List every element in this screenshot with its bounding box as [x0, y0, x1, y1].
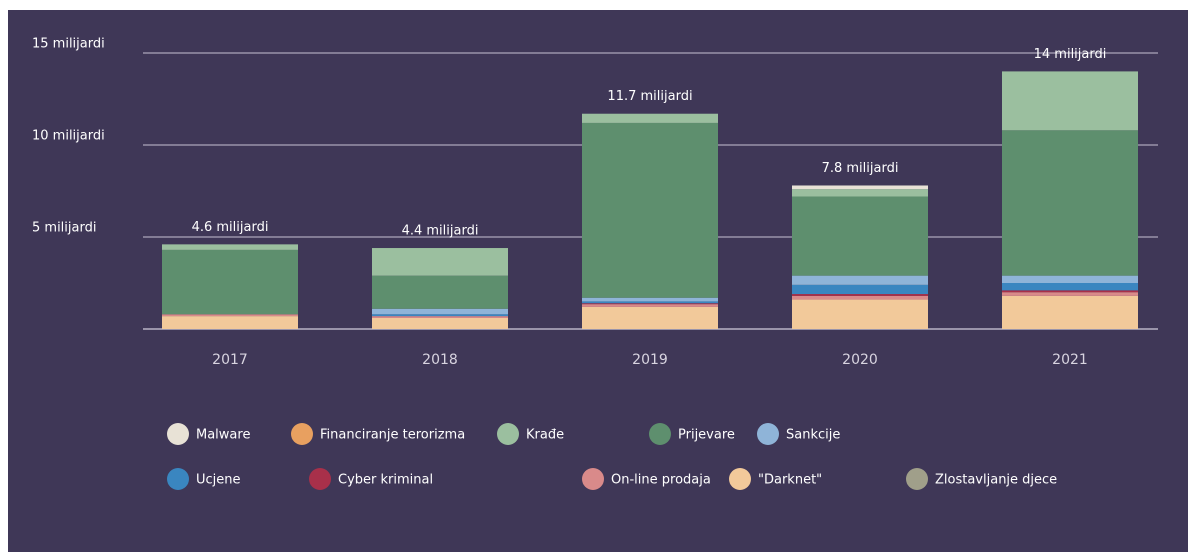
- legend-label: Zlostavljanje djece: [935, 473, 1057, 488]
- legend-label: Prijevare: [678, 428, 735, 443]
- bar-segment: [372, 317, 508, 329]
- bar-segment: [582, 122, 718, 298]
- legend-swatch: [729, 468, 751, 490]
- legend-swatch: [906, 468, 928, 490]
- x-tick-label: 2020: [842, 352, 878, 368]
- total-label: 11.7 milijardi: [607, 89, 692, 104]
- bar-segment: [1002, 292, 1138, 296]
- bar-segment: [372, 316, 508, 318]
- bar-segment: [792, 284, 928, 295]
- bar-segment: [792, 185, 928, 190]
- bar-segment: [582, 306, 718, 329]
- total-label: 7.8 milijardi: [822, 161, 899, 176]
- y-tick-label: 10 milijardi: [32, 129, 105, 144]
- legend-swatch: [582, 468, 604, 490]
- bar-segment: [792, 294, 928, 296]
- bar-segment: [162, 314, 298, 317]
- legend-swatch: [497, 423, 519, 445]
- total-label: 4.4 milijardi: [402, 224, 479, 239]
- total-label: 14 milijardi: [1034, 47, 1107, 62]
- bar-segment: [372, 308, 508, 315]
- legend-swatch: [649, 423, 671, 445]
- legend-label: Sankcije: [786, 428, 840, 443]
- y-tick-label: 5 milijardi: [32, 221, 96, 236]
- bar-segment: [1002, 71, 1138, 131]
- legend-label: Krađe: [526, 428, 564, 443]
- legend-label: Financiranje terorizma: [320, 428, 465, 443]
- bar-segment: [582, 301, 718, 304]
- bar-segment: [372, 314, 508, 317]
- bar-segment: [162, 244, 298, 250]
- legend-swatch: [167, 468, 189, 490]
- x-tick-label: 2019: [632, 352, 668, 368]
- legend-swatch: [309, 468, 331, 490]
- legend-swatch: [757, 423, 779, 445]
- x-tick-label: 2017: [212, 352, 248, 368]
- bar-segment: [1002, 290, 1138, 293]
- total-label: 4.6 milijardi: [192, 220, 269, 235]
- x-tick-label: 2018: [422, 352, 458, 368]
- bar-segment: [162, 249, 298, 315]
- bar-segment: [162, 316, 298, 329]
- bar-segment: [372, 275, 508, 309]
- y-tick-label: 15 milijardi: [32, 37, 105, 52]
- legend-label: Cyber kriminal: [338, 473, 433, 488]
- legend-label: On-line prodaja: [611, 473, 711, 488]
- legend-swatch: [291, 423, 313, 445]
- bar-segment: [1002, 283, 1138, 291]
- bar-segment: [582, 304, 718, 307]
- bar-segment: [582, 303, 718, 305]
- legend-label: "Darknet": [758, 473, 822, 488]
- legend-swatch: [167, 423, 189, 445]
- bar-segment: [792, 299, 928, 329]
- bar-segment: [1002, 275, 1138, 283]
- bar-segment: [792, 196, 928, 276]
- bar-segment: [1002, 295, 1138, 329]
- bar-segment: [582, 297, 718, 302]
- legend-label: Malware: [196, 428, 250, 443]
- x-tick-label: 2021: [1052, 352, 1088, 368]
- bar-segment: [372, 248, 508, 276]
- bar-segment: [792, 189, 928, 197]
- bar-segment: [582, 113, 718, 123]
- legend-label: Ucjene: [196, 473, 241, 488]
- bar-segment: [792, 275, 928, 285]
- bar-segment: [792, 295, 928, 300]
- bar-segment: [1002, 130, 1138, 276]
